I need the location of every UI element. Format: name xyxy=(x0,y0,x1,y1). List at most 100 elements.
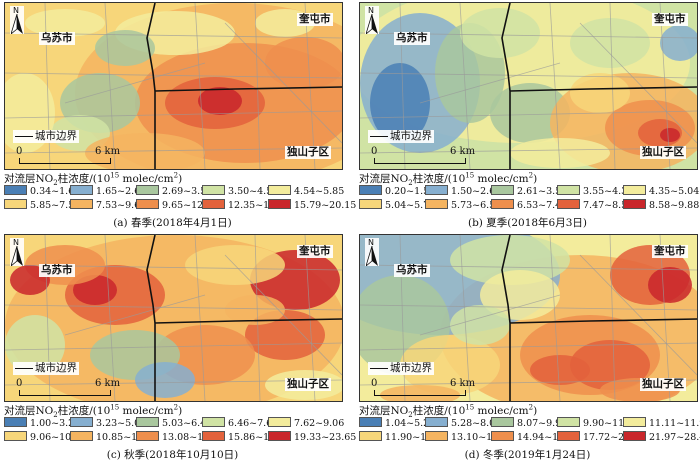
legend-label: 0.20~1.50 xyxy=(385,186,436,197)
legend-label: 4.54~5.85 xyxy=(294,186,345,197)
legend-label: 0.34~1.65 xyxy=(30,186,81,197)
legend-item: 2.69~3.50 xyxy=(136,185,212,197)
legend-label: 4.35~5.04 xyxy=(649,186,700,197)
legend-item: 15.86~19.33 xyxy=(202,431,290,443)
legend-item: 6.53~7.47 xyxy=(491,199,567,211)
map-raster xyxy=(5,235,342,401)
north-arrow-icon: N xyxy=(365,238,379,266)
boundary-legend: 城市边界 xyxy=(13,130,79,143)
legend-item: 8.58~9.88 xyxy=(623,199,699,211)
scale-bar: 0 6 km xyxy=(371,378,475,398)
concentration-map: N 乌苏市 奎屯市 独山子区 城市边界 0 6 km xyxy=(359,2,698,170)
legend-item: 9.90~11.11 xyxy=(557,417,639,429)
boundary-line-icon xyxy=(370,367,388,369)
legend-item: 9.06~10.85 xyxy=(4,431,86,443)
legend-swatch xyxy=(359,417,382,427)
legend-label: 5.85~7.53 xyxy=(30,200,81,211)
label-wusu: 乌苏市 xyxy=(394,264,430,277)
legend-label: 6.46~7.62 xyxy=(228,418,279,429)
legend-swatch xyxy=(70,417,93,427)
legend-item: 15.79~20.15 xyxy=(268,199,356,211)
legend-item: 0.34~1.65 xyxy=(4,185,80,197)
boundary-line-icon xyxy=(15,367,33,369)
legend-swatch xyxy=(359,185,382,195)
legend-label: 19.33~23.65 xyxy=(294,432,357,443)
legend-label: 1.00~3.23 xyxy=(30,418,81,429)
legend: 1.00~3.23 3.23~5.03 5.03~6.46 6.46~7.62 7.62… xyxy=(4,417,356,445)
panel-caption: (c) 秋季(2018年10月10日) xyxy=(106,449,239,461)
legend-title: 对流层NO2柱浓度/(1015 molec/cm2) xyxy=(359,171,538,188)
legend-item: 5.85~7.53 xyxy=(4,199,80,211)
legend-label: 7.47~8.58 xyxy=(583,200,634,211)
legend-swatch xyxy=(491,199,514,209)
legend-swatch xyxy=(70,431,93,441)
map-panel-2: N 乌苏市 奎屯市 独山子区 城市边界 0 6 km 对流层NO2柱浓度/(10… xyxy=(355,0,700,232)
legend-swatch xyxy=(4,431,27,441)
label-dushanzi: 独山子区 xyxy=(640,378,686,391)
boundary-line-icon xyxy=(15,135,33,137)
legend-swatch xyxy=(268,199,291,209)
legend-label: 6.53~7.47 xyxy=(517,200,568,211)
legend-label: 1.50~2.61 xyxy=(451,186,502,197)
legend-item: 3.23~5.03 xyxy=(70,417,146,429)
scale-bar: 0 6 km xyxy=(16,146,120,166)
label-wusu: 乌苏市 xyxy=(39,264,75,277)
label-kuitun: 奎屯市 xyxy=(652,13,688,26)
legend-swatch xyxy=(557,417,580,427)
map-raster xyxy=(360,235,697,401)
legend-label: 8.07~9.90 xyxy=(517,418,568,429)
scale-bar: 0 6 km xyxy=(371,146,475,166)
legend-title: 对流层NO2柱浓度/(1015 molec/cm2) xyxy=(4,171,183,188)
legend-item: 1.00~3.23 xyxy=(4,417,80,429)
legend-item: 2.61~3.55 xyxy=(491,185,567,197)
legend-swatch xyxy=(202,417,225,427)
legend-swatch xyxy=(623,431,646,441)
legend-swatch xyxy=(136,417,159,427)
legend-label: 5.73~6.53 xyxy=(451,200,502,211)
legend-swatch xyxy=(623,199,646,209)
legend-swatch xyxy=(491,431,514,441)
legend: 0.20~1.50 1.50~2.61 2.61~3.55 3.55~4.35 4.35… xyxy=(359,185,699,213)
legend-item: 5.04~5.73 xyxy=(359,199,435,211)
legend: 0.34~1.65 1.65~2.69 2.69~3.50 3.50~4.54 4.54… xyxy=(4,185,356,213)
legend-label: 3.50~4.54 xyxy=(228,186,279,197)
legend-item: 4.35~5.04 xyxy=(623,185,699,197)
panel-caption: (d) 冬季(2019年1月24日) xyxy=(464,449,591,461)
legend-swatch xyxy=(202,199,225,209)
label-kuitun: 奎屯市 xyxy=(297,245,333,258)
label-dushanzi: 独山子区 xyxy=(640,146,686,159)
legend: 1.04~5.28 5.28~8.07 8.07~9.90 9.90~11.11 11.… xyxy=(359,417,700,445)
legend-item: 10.85~13.08 xyxy=(70,431,158,443)
legend-item: 14.94~17.72 xyxy=(491,431,579,443)
legend-item: 13.10~14.94 xyxy=(425,431,513,443)
map-raster xyxy=(360,3,697,169)
legend-swatch xyxy=(425,185,448,195)
legend-label: 15.86~19.33 xyxy=(228,432,291,443)
legend-label: 14.94~17.72 xyxy=(517,432,580,443)
legend-item: 1.65~2.69 xyxy=(70,185,146,197)
legend-label: 2.61~3.55 xyxy=(517,186,568,197)
legend-label: 5.03~6.46 xyxy=(162,418,213,429)
concentration-map: N 乌苏市 奎屯市 独山子区 城市边界 0 6 km xyxy=(4,234,343,402)
legend-label: 3.23~5.03 xyxy=(96,418,147,429)
legend-swatch xyxy=(425,199,448,209)
legend-label: 7.53~9.65 xyxy=(96,200,147,211)
panel-caption: (b) 夏季(2018年6月3日) xyxy=(467,217,588,229)
legend-swatch xyxy=(623,417,646,427)
legend-item: 4.54~5.85 xyxy=(268,185,344,197)
concentration-map: N 乌苏市 奎屯市 独山子区 城市边界 0 6 km xyxy=(359,234,698,402)
legend-swatch xyxy=(136,431,159,441)
north-arrow-icon: N xyxy=(365,6,379,34)
map-panel-1: N 乌苏市 奎屯市 独山子区 城市边界 0 6 km 对流层NO2柱浓度/(10… xyxy=(0,0,356,232)
legend-swatch xyxy=(425,431,448,441)
legend-item: 6.46~7.62 xyxy=(202,417,278,429)
panel-caption: (a) 春季(2018年4月1日) xyxy=(113,217,232,229)
legend-swatch xyxy=(202,185,225,195)
legend-item: 3.55~4.35 xyxy=(557,185,633,197)
label-kuitun: 奎屯市 xyxy=(297,13,333,26)
legend-swatch xyxy=(136,185,159,195)
legend-label: 13.08~15.86 xyxy=(162,432,225,443)
map-panel-4: N 乌苏市 奎屯市 独山子区 城市边界 0 6 km 对流层NO2柱浓度/(10… xyxy=(355,232,700,464)
concentration-map: N 乌苏市 奎屯市 独山子区 城市边界 0 6 km xyxy=(4,2,343,170)
legend-swatch xyxy=(4,417,27,427)
